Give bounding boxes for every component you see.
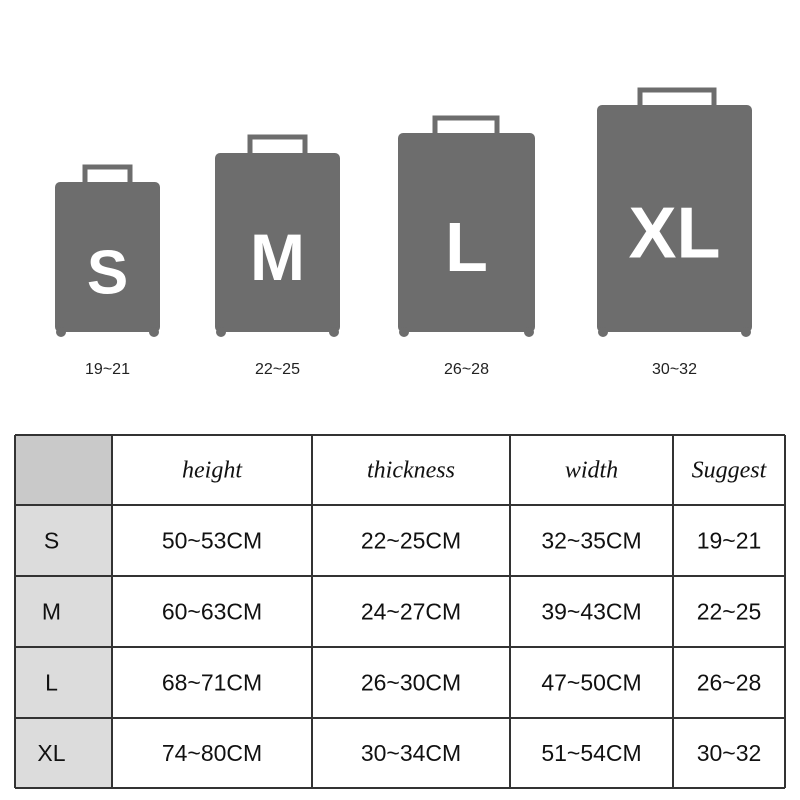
wheel <box>524 327 534 337</box>
size-letter: XL <box>628 194 720 274</box>
table-cell: 22~25CM <box>361 528 461 554</box>
table-cell: 24~27CM <box>361 599 461 625</box>
suitcase-body <box>55 182 160 332</box>
wheel <box>598 327 608 337</box>
table-cell: 74~80CM <box>162 740 262 766</box>
row-label: S <box>44 528 59 554</box>
size-range: 22~25 <box>255 361 300 378</box>
table-cell: 26~30CM <box>361 670 461 696</box>
column-header: height <box>182 458 243 484</box>
table-cell: 39~43CM <box>541 599 641 625</box>
suitcase-body <box>597 105 752 332</box>
row-label: L <box>45 670 58 696</box>
table-cell: 60~63CM <box>162 599 262 625</box>
row-label: XL <box>37 740 65 766</box>
table-cell: 47~50CM <box>541 670 641 696</box>
column-header: Suggest <box>692 458 768 484</box>
size-range: 19~21 <box>85 361 130 378</box>
column-header: thickness <box>367 458 455 484</box>
size-letter: S <box>87 238 128 307</box>
table-cell: 30~32 <box>697 740 762 766</box>
wheel <box>741 327 751 337</box>
size-range: 26~28 <box>444 361 489 378</box>
table-cell: 51~54CM <box>541 740 641 766</box>
wheel <box>329 327 339 337</box>
table-cell: 26~28 <box>697 670 762 696</box>
table-cell: 68~71CM <box>162 670 262 696</box>
table-corner <box>15 435 112 505</box>
wheel <box>399 327 409 337</box>
size-letter: M <box>250 220 305 294</box>
table-cell: 19~21 <box>697 528 762 554</box>
size-letter: L <box>445 208 488 286</box>
wheel <box>216 327 226 337</box>
table-cell: 22~25 <box>697 599 762 625</box>
table-cell: 30~34CM <box>361 740 461 766</box>
wheel <box>149 327 159 337</box>
wheel <box>56 327 66 337</box>
suitcase-body <box>215 153 340 332</box>
row-label: M <box>42 599 61 625</box>
suitcase-body <box>398 133 535 332</box>
table-cell: 32~35CM <box>541 528 641 554</box>
size-range: 30~32 <box>652 361 697 378</box>
column-header: width <box>565 458 618 484</box>
table-cell: 50~53CM <box>162 528 262 554</box>
